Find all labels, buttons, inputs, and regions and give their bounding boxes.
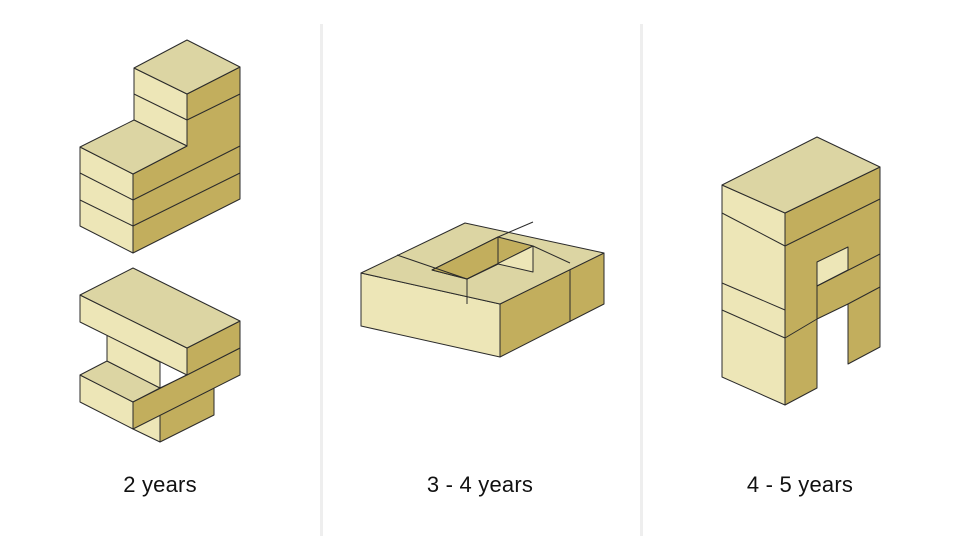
block-structure-bridge: [79, 267, 241, 443]
block-face-top: [721, 136, 881, 214]
panel-3-4-years: 3 - 4 years: [320, 0, 640, 560]
panel-divider: [640, 24, 643, 536]
block-structure-staircase: [79, 39, 241, 254]
block-figure-3-4-years: [360, 221, 605, 358]
block-structure-arch: [721, 136, 881, 406]
panel-divider: [320, 24, 323, 536]
block-face-top: [79, 267, 241, 349]
age-caption: 3 - 4 years: [426, 472, 534, 497]
block-face-top: [79, 119, 188, 175]
block-figure-4-5-years: [721, 136, 881, 406]
age-caption: 2 years: [123, 472, 197, 497]
panel-4-5-years: 4 - 5 years: [640, 0, 960, 560]
age-caption: 4 - 5 years: [746, 472, 854, 497]
panel-2-years: 2 years: [0, 0, 320, 560]
block-face-top: [133, 39, 241, 95]
block-figure-2-years: [79, 39, 241, 443]
block-structure-enclosure: [360, 221, 605, 358]
block-face-front: [466, 245, 534, 280]
